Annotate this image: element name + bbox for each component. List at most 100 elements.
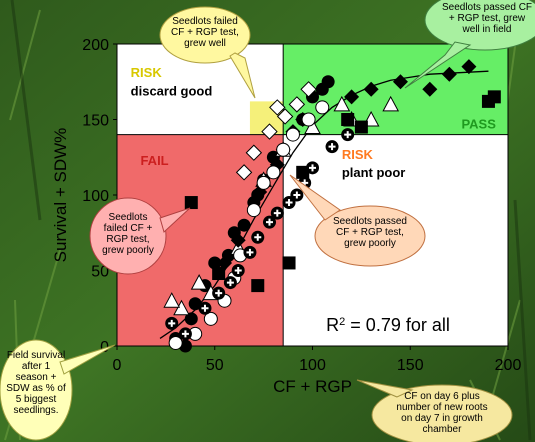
cross-circle-point-13: [306, 161, 319, 175]
cross-circle-point-0-cross: [168, 319, 176, 327]
open-circle-point-7: [256, 175, 271, 190]
diamond-point-7: [344, 89, 360, 105]
y-axis-label: Survival + SDW%: [51, 128, 70, 263]
cross-circle-point-3: [212, 286, 226, 300]
cross-circle-point-2-cross: [201, 304, 209, 312]
circle-point-16: [321, 75, 335, 89]
triangle-point-0: [173, 299, 190, 316]
callout-top-left-text: Seedlots failed CF + RGP test, grew well: [171, 16, 239, 49]
callout-bottom-right: CF on day 6 plus number of new roots on …: [356, 379, 513, 442]
open-circle-point-11: [301, 112, 316, 127]
open-circle-point-6: [246, 203, 261, 218]
r-squared-annotation: R2 = 0.79 for all: [326, 315, 450, 335]
cross-circle-point-9: [270, 206, 284, 220]
cross-circle-point-15: [341, 128, 355, 142]
square-point-3: [282, 256, 296, 270]
triangle-point-1: [163, 292, 181, 308]
open-circle-point-8: [266, 165, 281, 180]
open-diamond-point-2: [261, 123, 278, 140]
cross-circle-point-15-cross: [344, 131, 352, 139]
triangle-point-7: [304, 118, 321, 135]
callout-middle-right-text: Seedlots passed CF + RGP test, grew poor…: [333, 216, 407, 249]
cross-circle-point-5: [231, 264, 245, 277]
cross-circle-point-10-cross: [285, 199, 293, 207]
region-label-fail: FAIL: [140, 153, 168, 168]
open-diamond-point-6: [300, 81, 317, 98]
triangle-point-11: [382, 95, 400, 112]
open-circle-point-0: [168, 335, 183, 350]
diamond-point-9: [392, 74, 408, 90]
callout-left: Seedlots failed CF + RGP test, grew poor…: [89, 197, 191, 278]
x-axis-label: CF + RGP: [273, 377, 352, 396]
diamond-point-12: [461, 59, 477, 75]
open-diamond-point-3: [269, 99, 286, 116]
triangle-point-2: [190, 274, 208, 290]
open-circle-point-10: [285, 127, 300, 142]
x-tick-label-2: 100: [299, 357, 326, 374]
callout-top-left: Seedlots failed CF + RGP test, grew well: [159, 6, 256, 99]
diamond-point-11: [441, 66, 457, 82]
diamond-point-1: [230, 232, 246, 248]
callout-bottom-right-text: CF on day 6 plus number of new roots on …: [396, 391, 488, 435]
cross-circle-point-5-cross: [234, 267, 242, 274]
x-tick-label-3: 150: [397, 357, 424, 374]
cross-circle-point-9-cross: [273, 209, 281, 217]
callout-top-right-text: Seedlots passed CF + RGP test, grew well…: [441, 2, 533, 35]
cross-circle-point-7: [251, 230, 265, 244]
circle-point-8: [237, 218, 251, 232]
diamond-point-8: [363, 81, 379, 97]
triangle-point-8: [333, 95, 351, 112]
y-tick-label-3: 150: [82, 113, 109, 130]
region-sublabel-risk-plant: plant poor: [342, 165, 406, 180]
x-tick-label-4: 200: [495, 357, 522, 374]
open-diamond-point-1: [245, 144, 263, 161]
cross-circle-point-1: [178, 327, 192, 341]
callout-middle-right: Seedlots passed CF + RGP test, grew poor…: [289, 174, 426, 267]
region-label-pass: PASS: [461, 117, 496, 132]
circle-point-2: [184, 312, 198, 326]
cross-circle-point-6-cross: [246, 248, 254, 256]
open-circle-point-2: [203, 311, 218, 326]
cross-circle-point-8-cross: [265, 218, 273, 226]
cross-circle-point-14-cross: [328, 143, 336, 151]
callout-left-text: Seedlots failed CF + RGP test, grew poor…: [102, 212, 154, 256]
callout-bottom-left-text: Field survival after 1 season + SDW as %…: [6, 350, 66, 416]
cross-circle-point-2: [198, 301, 212, 315]
cross-circle-point-8: [262, 215, 276, 229]
square-point-0: [184, 196, 198, 210]
square-point-1: [212, 267, 226, 281]
x-tick-label-0: 0: [113, 357, 122, 374]
open-diamond-point-4: [276, 108, 294, 125]
region-label-risk-plant: RISK: [342, 147, 374, 162]
region-sublabel-risk-discard: discard good: [131, 83, 213, 98]
region-label-risk-discard: RISK: [131, 65, 163, 80]
y-tick-label-0: 0: [100, 339, 109, 356]
open-diamond-point-0: [235, 164, 253, 181]
open-diamond-point-5: [288, 96, 306, 113]
diamond-point-0: [217, 255, 233, 271]
circle-point-3: [188, 297, 202, 311]
cross-circle-point-13-cross: [309, 164, 316, 172]
y-tick-label-1: 50: [91, 264, 109, 281]
cross-circle-point-0: [165, 316, 179, 330]
diamond-point-10: [422, 81, 438, 97]
square-point-2: [251, 279, 265, 293]
cross-circle-point-11-cross: [293, 191, 301, 199]
x-tick-label-1: 50: [206, 357, 224, 374]
cross-circle-point-3-cross: [215, 289, 223, 297]
callout-top-right: Seedlots passed CF + RGP test, grew well…: [404, 0, 535, 89]
callout-bottom-left: Field survival after 1 season + SDW as %…: [0, 339, 116, 441]
circle-point-5: [208, 256, 222, 270]
cross-circle-point-11: [290, 188, 304, 202]
square-point-4: [296, 165, 310, 179]
cross-circle-point-7-cross: [254, 233, 262, 241]
square-point-8: [487, 90, 501, 104]
cross-circle-point-6: [243, 245, 257, 259]
cross-circle-point-14: [325, 140, 339, 154]
open-circle-point-9: [276, 142, 291, 157]
square-point-6: [354, 120, 368, 134]
open-circle-point-12: [315, 100, 330, 115]
cross-circle-point-4: [223, 276, 237, 290]
cross-circle-point-4-cross: [226, 279, 234, 287]
y-tick-label-2: 100: [82, 188, 109, 205]
